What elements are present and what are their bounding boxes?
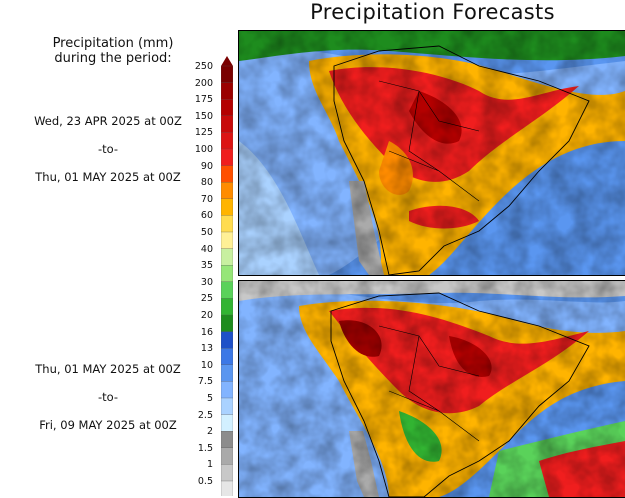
- legend-title-line1: Precipitation (mm): [52, 36, 174, 51]
- page-title: Precipitation Forecasts: [310, 0, 555, 24]
- scale-tick-label: 1.5: [197, 442, 213, 454]
- scale-swatch: [221, 464, 233, 482]
- scale-swatch: [221, 82, 233, 100]
- scale-tick-label: 40: [200, 243, 213, 255]
- scale-tick-label: 5: [206, 393, 213, 404]
- scale-tick-label: 10: [200, 359, 213, 371]
- scale-swatch: [221, 148, 233, 167]
- period-1-label: Wed, 23 APR 2025 at 00Z -to- Thu, 01 MAY…: [18, 114, 198, 198]
- scale-swatch: [221, 331, 233, 349]
- scale-swatch: [221, 447, 233, 465]
- scale-top-arrow: [221, 56, 233, 66]
- scale-tick-label: 50: [200, 227, 213, 238]
- scale-tick-label: 7.5: [197, 376, 213, 388]
- color-scale-bar: [221, 56, 233, 496]
- period-2-sep: -to-: [97, 390, 119, 404]
- scale-swatch: [221, 132, 233, 150]
- scale-swatch: [221, 414, 233, 432]
- period-1-start: Wed, 23 APR 2025 at 00Z: [34, 114, 182, 128]
- forecast-map-period-2: [238, 280, 625, 498]
- scale-swatch: [221, 165, 233, 183]
- scale-swatch: [221, 348, 233, 366]
- map-2-graphic: [239, 281, 625, 497]
- scale-tick-label: 1: [206, 459, 213, 471]
- scale-tick-label: 175: [194, 94, 213, 106]
- scale-swatch: [221, 231, 233, 250]
- scale-swatch: [221, 198, 233, 216]
- scale-tick-label: 150: [194, 110, 213, 122]
- scale-swatch: [221, 364, 233, 382]
- scale-swatch: [221, 115, 233, 133]
- scale-swatch: [221, 281, 233, 299]
- scale-swatch: [221, 480, 233, 496]
- legend-title: Precipitation (mm) during the period:: [28, 36, 198, 66]
- scale-tick-label: 13: [200, 343, 213, 355]
- scale-tick-label: 2.5: [197, 409, 213, 421]
- scale-swatch: [221, 298, 233, 316]
- period-1-sep: -to-: [97, 142, 119, 156]
- scale-tick-label: 2: [206, 426, 213, 438]
- scale-swatch: [221, 248, 233, 266]
- scale-swatch: [221, 314, 233, 333]
- scale-tick-label: 0.5: [197, 476, 213, 487]
- scale-swatch: [221, 65, 233, 84]
- legend-title-line2: during the period:: [54, 51, 172, 66]
- period-1-end: Thu, 01 MAY 2025 at 00Z: [35, 170, 181, 184]
- scale-tick-label: 35: [200, 260, 213, 272]
- period-2-start: Thu, 01 MAY 2025 at 00Z: [35, 362, 181, 376]
- scale-swatch: [221, 182, 233, 200]
- scale-tick-label: 250: [194, 61, 213, 72]
- scale-swatch: [221, 265, 233, 283]
- scale-swatch: [221, 381, 233, 399]
- scale-swatch: [221, 397, 233, 416]
- scale-tick-label: 90: [200, 160, 213, 172]
- scale-tick-label: 70: [200, 193, 213, 205]
- scale-tick-label: 100: [194, 144, 213, 155]
- period-2-label: Thu, 01 MAY 2025 at 00Z -to- Fri, 09 MAY…: [18, 362, 198, 446]
- scale-tick-label: 80: [200, 177, 213, 189]
- forecast-map-period-1: [238, 30, 625, 276]
- map-1-graphic: [239, 31, 625, 275]
- scale-tick-label: 20: [200, 310, 213, 321]
- scale-tick-label: 16: [200, 326, 213, 338]
- scale-tick-label: 125: [194, 127, 213, 139]
- scale-swatch: [221, 99, 233, 117]
- scale-tick-label: 200: [194, 77, 213, 89]
- scale-swatch: [221, 215, 233, 233]
- scale-tick-label: 25: [200, 293, 213, 305]
- scale-tick-label: 30: [200, 276, 213, 288]
- scale-swatch: [221, 431, 233, 449]
- period-2-end: Fri, 09 MAY 2025 at 00Z: [39, 418, 177, 432]
- scale-tick-label: 60: [200, 210, 213, 222]
